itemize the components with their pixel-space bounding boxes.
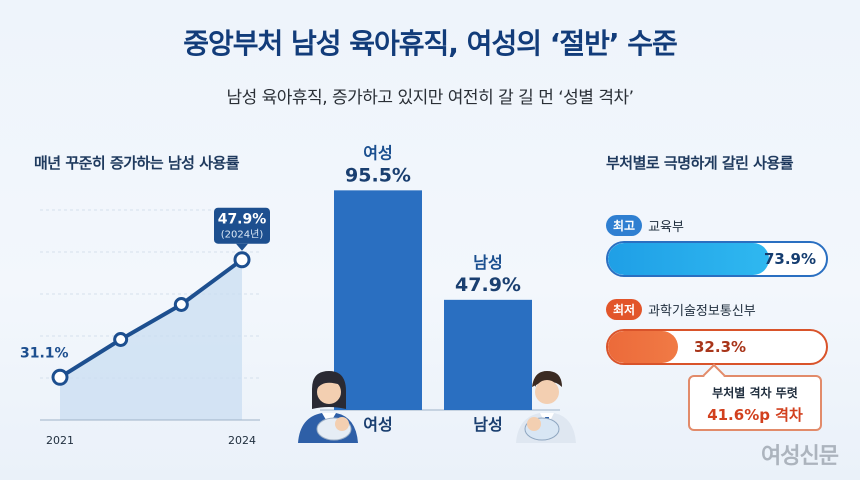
highest-tag: 최고 [606, 215, 643, 236]
lowest-dept-name: 과학기술정보통신부 [648, 304, 756, 319]
lowest-progress-bar: 32.3% [606, 329, 828, 365]
line-point-2024 [233, 251, 251, 269]
line-point-2022 [113, 332, 129, 347]
gap-callout-title: 부처별 격차 뚜렷 [712, 386, 798, 400]
line-chart: 31.1% 47.9% (2024년) 2021 2024 [20, 207, 270, 447]
line-point-2023 [173, 297, 189, 312]
gap-callout: 부처별 격차 뚜렷 41.6%p 격차 [688, 375, 822, 431]
line-end-sublabel: (2024년) [221, 229, 264, 241]
page-title: 중앙부처 남성 육아휴직, 여성의 ‘절반’ 수준 [183, 27, 678, 60]
brand-logo: 여성신문 [761, 444, 839, 469]
bar-male-category: 남성 [473, 415, 502, 434]
line-area [60, 259, 242, 420]
highest-progress-bar: 73.9% [606, 241, 828, 277]
lowest-dept-label: 최저 과학기술정보통신부 [606, 299, 756, 320]
page-subtitle: 남성 육아휴직, 증가하고 있지만 여전히 갈 길 먼 ‘성별 격차’ [226, 88, 634, 108]
bar-female-top-label: 여성 [363, 143, 392, 162]
line-start-label: 31.1% [20, 345, 69, 361]
x-tick-label: 2024 [228, 434, 256, 447]
line-end-label: 47.9% [218, 212, 267, 228]
lowest-value: 32.3% [694, 338, 747, 356]
father-with-baby-icon [516, 371, 576, 443]
line-point-2021 [51, 368, 69, 386]
highest-value: 73.9% [763, 250, 816, 268]
x-tick-label: 2021 [46, 434, 74, 447]
lowest-progress-fill [608, 331, 679, 363]
bar-female [334, 190, 422, 410]
lowest-tag: 최저 [606, 299, 643, 320]
highest-dept-name: 교육부 [648, 220, 684, 235]
line-series [58, 258, 244, 379]
gap-callout-value: 41.6%p 격차 [707, 406, 803, 424]
bar-female-category: 여성 [363, 415, 392, 434]
dept-section-title: 부처별로 극명하게 갈린 사용률 [606, 154, 794, 172]
gender-bar-chart: 여성 95.5% 남성 47.9% 여성 남성 [298, 143, 576, 443]
mother-with-baby-icon [298, 371, 358, 443]
bar-male-top-label: 남성 [473, 253, 502, 272]
line-end-callout: 47.9% (2024년) [214, 207, 270, 251]
line-section-title: 매년 꾸준히 증가하는 남성 사용률 [34, 154, 240, 172]
bar-female-value: 95.5% [345, 164, 411, 186]
bar-male [444, 299, 532, 410]
highest-progress-fill [608, 243, 770, 275]
highest-dept-label: 최고 교육부 [606, 215, 684, 236]
bar-male-value: 47.9% [455, 274, 521, 296]
